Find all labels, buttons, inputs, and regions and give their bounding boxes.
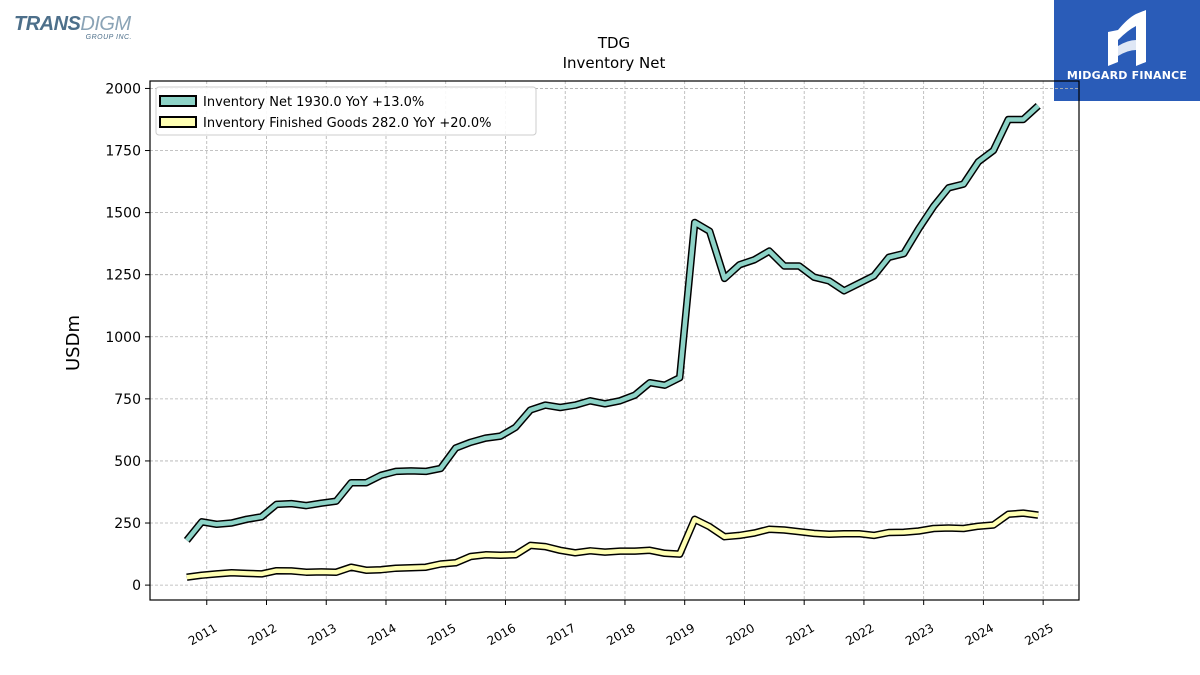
chart-subtitle: Inventory Net — [563, 54, 666, 72]
y-tick-label: 750 — [114, 392, 141, 408]
legend-swatch-0 — [159, 95, 197, 107]
series-line-0 — [185, 104, 1040, 542]
legend-box — [155, 86, 537, 136]
x-tick-label: 2014 — [365, 621, 398, 648]
y-tick-label: 500 — [114, 454, 141, 470]
x-tick-label: 2021 — [783, 621, 816, 648]
y-tick-label: 1500 — [105, 206, 141, 222]
x-tick-label: 2012 — [246, 621, 279, 648]
x-tick-label: 2015 — [425, 621, 458, 648]
x-tick-label: 2011 — [186, 621, 219, 648]
x-tick-label: 2018 — [604, 621, 637, 648]
y-tick-label: 1000 — [105, 330, 141, 346]
y-axis-label: USDm — [63, 315, 84, 371]
logo-text-bold: TRANS — [14, 13, 81, 35]
series-outline-0 — [183, 103, 1041, 543]
transdigm-logo: TRANSDIGM GROUP INC. — [14, 14, 144, 46]
y-tick-label: 1750 — [105, 144, 141, 160]
series-line-1 — [186, 510, 1039, 580]
x-tick-label: 2016 — [485, 621, 518, 648]
legend-label-0: Inventory Net 1930.0 YoY +13.0% — [203, 95, 424, 110]
series-lines — [183, 103, 1041, 581]
x-tick-label: 2025 — [1022, 621, 1055, 648]
y-tick-label: 2000 — [105, 81, 141, 97]
grid — [150, 81, 1079, 600]
y-tick-label: 250 — [114, 516, 141, 532]
logo-subtext: GROUP INC. — [85, 34, 132, 41]
x-tick-label: 2024 — [963, 621, 996, 648]
x-tick-label: 2022 — [843, 621, 876, 648]
x-tick-label: 2017 — [544, 621, 577, 648]
axes: 0 250 500 750 1000 1250 1500 1750 2000 2011 2012 20… — [105, 81, 1056, 648]
logo-text-light: DIGM — [80, 13, 131, 35]
x-tick-label: 2023 — [903, 621, 936, 648]
midgard-name: MIDGARD FINANCE — [1066, 69, 1188, 82]
chart-title: TDG — [597, 34, 630, 52]
plot-frame — [149, 80, 1080, 601]
midgard-mark-icon — [1108, 10, 1146, 66]
legend-swatch-1 — [159, 116, 197, 128]
x-tick-label: 2019 — [664, 621, 697, 648]
y-tick-label: 0 — [132, 578, 141, 594]
midgard-finance-logo: MIDGARD FINANCE — [1054, 0, 1200, 101]
x-tick-label: 2020 — [724, 621, 757, 648]
y-tick-label: 1250 — [105, 268, 141, 284]
legend-label-1: Inventory Finished Goods 282.0 YoY +20.0… — [203, 116, 492, 131]
x-tick-label: 2013 — [306, 621, 339, 648]
legend: Inventory Net 1930.0 YoY +13.0% Inventory… — [155, 86, 537, 136]
